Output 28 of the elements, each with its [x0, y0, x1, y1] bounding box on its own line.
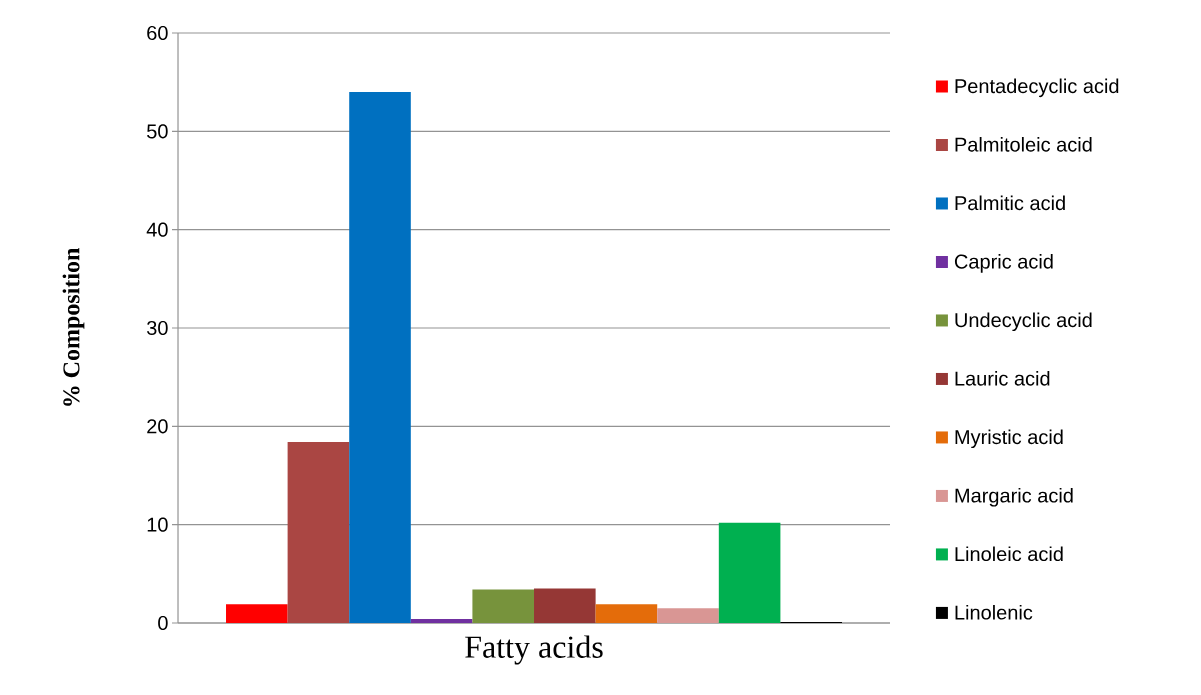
legend-label: Myristic acid	[955, 429, 1063, 449]
bar	[718, 522, 781, 623]
legend-label: Pentadecyclic acid	[955, 78, 1119, 98]
legend-label: Linolenic	[955, 604, 1033, 620]
legend-label: Margaric acid	[955, 487, 1073, 507]
bar	[349, 91, 411, 623]
legend-label: Undecyclic acid	[955, 312, 1092, 332]
y-tick-label: 10	[147, 517, 168, 532]
bar	[226, 604, 288, 623]
bar	[534, 588, 596, 623]
bar	[472, 589, 535, 623]
legend-label: Palmitoleic acid	[955, 137, 1092, 152]
y-tick-label: 40	[146, 222, 168, 237]
y-tick-label: 50	[147, 124, 168, 139]
x-axis-title: Fatty acids	[465, 635, 603, 665]
y-tick-label: 60	[147, 25, 168, 41]
y-tick-label: 30	[147, 320, 168, 336]
legend-label: Palmitic acid	[955, 195, 1065, 211]
legend-label: Lauric acid	[955, 370, 1050, 386]
y-axis-title: % Composition	[62, 248, 85, 406]
y-tick-label: 20	[147, 419, 168, 434]
bar	[410, 619, 473, 623]
legend-label: Linoleic acid	[955, 546, 1063, 562]
y-tick-label: 0	[158, 615, 168, 631]
bar	[595, 604, 658, 623]
legend-label: Capric acid	[954, 253, 1053, 273]
bar	[287, 442, 350, 623]
bar	[657, 608, 719, 623]
